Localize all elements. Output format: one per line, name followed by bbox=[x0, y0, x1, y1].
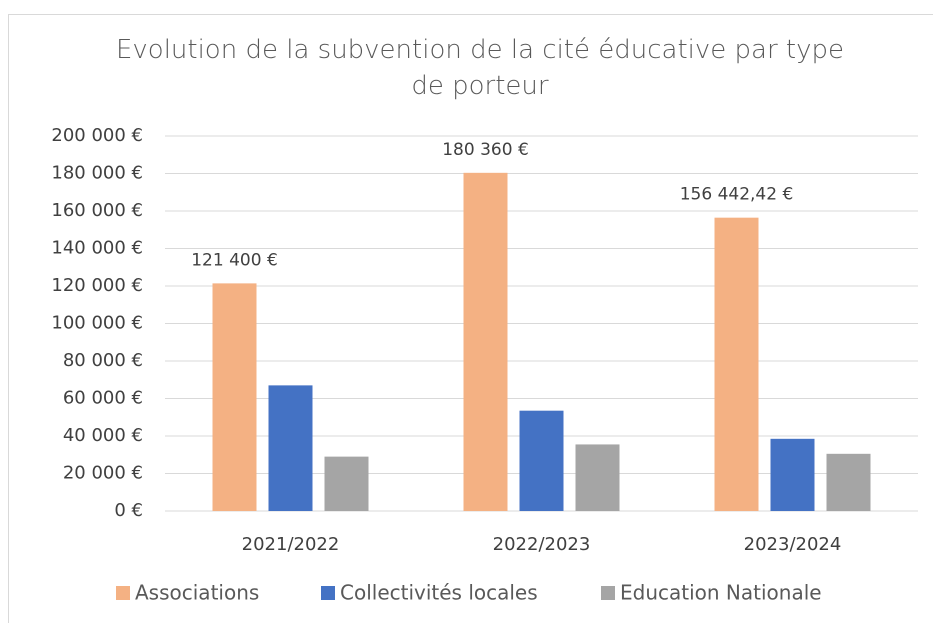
x-tick-label: 2023/2024 bbox=[744, 534, 842, 555]
legend-label: Education Nationale bbox=[620, 581, 822, 605]
legend-label: Collectivités locales bbox=[340, 581, 538, 605]
x-tick-label: 2021/2022 bbox=[242, 534, 340, 555]
bar bbox=[212, 283, 257, 511]
bar bbox=[826, 453, 871, 511]
y-tick-label: 180 000 € bbox=[51, 163, 143, 184]
bar bbox=[714, 217, 759, 511]
legend-swatch bbox=[116, 586, 130, 600]
y-tick-label: 200 000 € bbox=[51, 125, 143, 146]
bar bbox=[519, 410, 564, 511]
y-tick-label: 0 € bbox=[114, 500, 143, 521]
chart-border bbox=[8, 14, 933, 623]
y-tick-label: 120 000 € bbox=[51, 275, 143, 296]
data-label: 156 442,42 € bbox=[680, 185, 794, 205]
bar bbox=[324, 456, 369, 511]
y-tick-label: 60 000 € bbox=[63, 388, 143, 409]
x-tick-label: 2022/2023 bbox=[493, 534, 591, 555]
bar bbox=[575, 444, 620, 511]
legend-swatch bbox=[601, 586, 615, 600]
data-label: 180 360 € bbox=[442, 140, 529, 160]
y-tick-label: 80 000 € bbox=[63, 350, 143, 371]
bar bbox=[268, 385, 313, 511]
bar bbox=[770, 438, 815, 511]
bar bbox=[463, 172, 508, 511]
y-tick-label: 40 000 € bbox=[63, 425, 143, 446]
legend-label: Associations bbox=[135, 581, 259, 605]
y-tick-label: 100 000 € bbox=[51, 313, 143, 334]
chart-title: Evolution de la subvention de la cité éd… bbox=[115, 35, 845, 101]
y-tick-label: 140 000 € bbox=[51, 238, 143, 259]
legend-swatch bbox=[321, 586, 335, 600]
y-tick-label: 160 000 € bbox=[51, 200, 143, 221]
data-label: 121 400 € bbox=[191, 250, 278, 270]
y-tick-label: 20 000 € bbox=[63, 463, 143, 484]
